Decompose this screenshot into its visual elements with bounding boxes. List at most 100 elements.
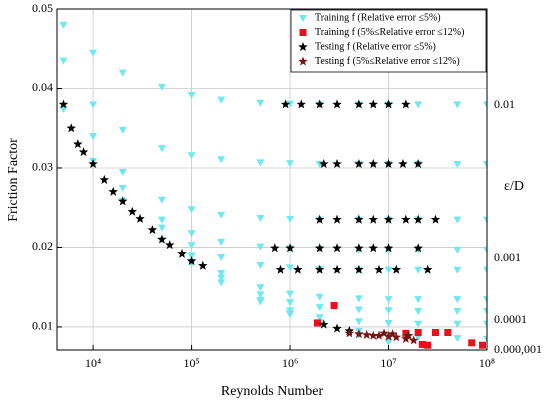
- point: [270, 243, 280, 253]
- point: [403, 330, 414, 340]
- point: [383, 331, 394, 341]
- point: [298, 56, 308, 66]
- point: [354, 99, 364, 109]
- point: [59, 106, 68, 114]
- point: [314, 264, 325, 274]
- legend-box: [290, 9, 487, 73]
- point: [408, 335, 419, 345]
- point: [383, 99, 394, 109]
- y-axis-title: Friction Factor: [6, 138, 21, 222]
- point: [187, 230, 196, 238]
- point: [299, 15, 307, 22]
- point: [280, 99, 291, 109]
- point: [99, 174, 110, 184]
- point: [286, 160, 295, 168]
- legend-label: Testing f (Relative error ≤5%): [315, 41, 436, 52]
- point: [398, 159, 408, 169]
- point: [66, 123, 76, 133]
- point: [73, 139, 83, 149]
- point: [256, 159, 265, 167]
- point: [187, 242, 196, 250]
- point: [368, 330, 379, 340]
- point: [89, 133, 98, 141]
- point: [453, 161, 462, 168]
- point: [368, 214, 379, 224]
- point: [413, 243, 423, 253]
- point: [315, 304, 324, 312]
- point: [384, 296, 393, 304]
- point: [217, 238, 226, 246]
- point: [402, 329, 410, 337]
- y-tick-label: 0.03: [32, 160, 53, 174]
- point: [332, 159, 342, 169]
- point: [59, 57, 68, 65]
- point: [187, 152, 196, 160]
- point: [483, 101, 487, 109]
- point: [286, 311, 295, 319]
- point: [418, 340, 426, 348]
- point: [256, 298, 265, 306]
- right-label: 0.0001: [494, 312, 527, 326]
- point: [430, 214, 441, 224]
- point: [299, 29, 307, 36]
- point: [483, 266, 487, 274]
- x-axis-title: Reynolds Number: [221, 384, 324, 399]
- point: [89, 101, 98, 109]
- point: [256, 261, 265, 269]
- point: [88, 159, 98, 169]
- point: [354, 264, 364, 274]
- point: [198, 260, 208, 270]
- point: [217, 211, 226, 219]
- point: [135, 213, 145, 223]
- point: [332, 323, 342, 333]
- point: [453, 320, 462, 328]
- point: [413, 159, 423, 169]
- point: [344, 328, 355, 338]
- point: [413, 214, 423, 224]
- point: [384, 339, 393, 347]
- point: [58, 99, 69, 109]
- point: [354, 329, 364, 339]
- point: [332, 243, 342, 253]
- y-tick-label: 0.01: [32, 319, 53, 333]
- point: [383, 214, 394, 224]
- point: [383, 243, 394, 253]
- legend: Training f (Relative error ≤5%) Training …: [290, 9, 487, 73]
- point: [444, 329, 452, 337]
- point: [319, 159, 329, 169]
- point: [256, 243, 265, 251]
- point: [118, 184, 127, 192]
- point: [374, 330, 384, 340]
- point: [401, 99, 411, 109]
- point: [354, 214, 364, 224]
- point: [391, 332, 402, 342]
- point: [157, 83, 166, 91]
- point: [314, 243, 325, 253]
- point: [217, 274, 226, 282]
- legend-label: Training f (5%≤Relative error ≤12%): [315, 27, 464, 38]
- point: [256, 215, 265, 223]
- point: [414, 334, 423, 342]
- point: [483, 216, 487, 224]
- point: [157, 216, 166, 224]
- point: [108, 186, 118, 196]
- point: [374, 264, 384, 274]
- point: [298, 42, 308, 52]
- point: [332, 99, 342, 109]
- point: [59, 21, 68, 29]
- point: [361, 329, 372, 339]
- point: [118, 168, 127, 176]
- point: [354, 159, 364, 169]
- point: [414, 329, 422, 337]
- point: [118, 126, 127, 134]
- point: [424, 341, 432, 349]
- point: [293, 264, 303, 274]
- point: [401, 333, 411, 343]
- point: [414, 101, 423, 109]
- point: [285, 243, 295, 253]
- x-tick-label: 10⁶: [282, 356, 298, 370]
- point: [217, 96, 226, 104]
- point: [217, 279, 226, 287]
- y-tick-label: 0.04: [32, 80, 53, 94]
- plot-frame: [56, 8, 488, 351]
